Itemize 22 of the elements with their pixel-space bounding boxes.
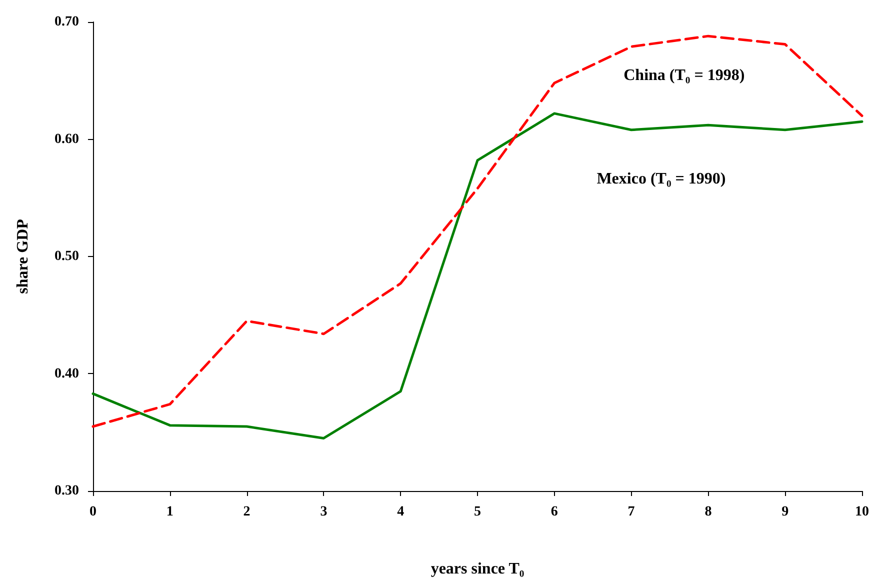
x-tick-label: 8: [704, 504, 712, 520]
y-tick-label: 0.30: [54, 484, 79, 498]
x-tick-label: 6: [550, 504, 558, 520]
line-series: [92, 34, 864, 428]
x-tick-label: 10: [855, 504, 869, 520]
x-tick-label: 7: [628, 504, 635, 520]
x-tick-label: 0: [90, 504, 96, 520]
line-series: [92, 112, 864, 440]
x-tick-label: 9: [782, 504, 789, 520]
x-tick-label: 2: [243, 504, 250, 520]
text: Mexico (T₀ = 1990): [596, 170, 726, 188]
y-tick-label: 0.60: [54, 132, 79, 147]
x-tick-label: 3: [320, 504, 328, 520]
series-label: China (T₀ = 1998): [624, 67, 745, 84]
y-tick-label: 0.70: [54, 14, 79, 30]
y-tick-label: 0.40: [54, 366, 79, 382]
x-tick-label: 5: [474, 504, 481, 520]
x-tick-label: 1: [166, 504, 174, 520]
y-axis-title: share GDP: [14, 218, 32, 294]
x-tick-label: 4: [397, 504, 404, 520]
y-tick-label: 0.50: [54, 249, 79, 264]
x-axis-title: years since T₀: [430, 560, 524, 578]
